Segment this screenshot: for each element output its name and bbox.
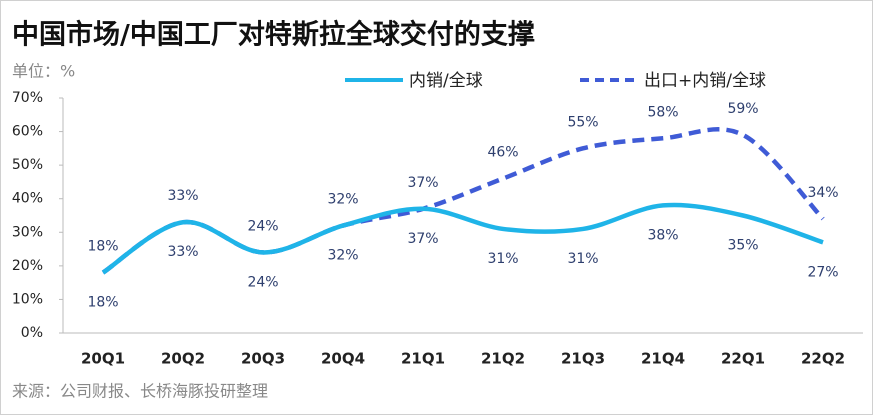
series-line: [101, 202, 824, 275]
data-label: 58%: [647, 104, 678, 120]
unit-label: 单位：%: [12, 62, 75, 81]
y-tick-label: 30%: [12, 224, 43, 240]
data-label: 18%: [87, 295, 118, 311]
x-tick-label: 20Q4: [321, 350, 365, 368]
chart-title: 中国市场/中国工厂对特斯拉全球交付的支撑: [12, 19, 535, 51]
x-tick-label: 20Q3: [241, 350, 285, 368]
y-tick-label: 20%: [12, 258, 43, 274]
data-label: 35%: [727, 238, 758, 254]
x-tick-label: 21Q2: [481, 350, 525, 368]
y-tick-label: 70%: [12, 90, 43, 106]
source: 来源：公司财报、长桥海豚投研整理: [12, 382, 268, 401]
data-label: 46%: [487, 145, 518, 161]
x-tick-label: 22Q2: [801, 350, 845, 368]
legend-label: 内销/全球: [409, 71, 483, 91]
data-label: 37%: [407, 231, 438, 247]
data-label: 31%: [487, 251, 518, 267]
data-label: 24%: [247, 218, 278, 234]
data-label: 37%: [407, 175, 438, 191]
x-tick-label: 21Q3: [561, 350, 605, 368]
y-tick-label: 40%: [12, 191, 43, 207]
data-label: 32%: [327, 192, 358, 208]
data-label: 31%: [567, 251, 598, 267]
data-label: 33%: [167, 188, 198, 204]
data-label: 34%: [807, 185, 838, 201]
data-label: 59%: [727, 101, 758, 117]
data-label: 32%: [327, 248, 358, 264]
x-tick-label: 20Q2: [161, 350, 205, 368]
y-tick-label: 0%: [21, 325, 43, 341]
data-label: 33%: [167, 244, 198, 260]
x-tick-label: 22Q1: [721, 350, 765, 368]
data-label: 55%: [567, 114, 598, 130]
y-tick-label: 50%: [12, 157, 43, 173]
y-tick-label: 60%: [12, 124, 43, 140]
y-tick-label: 10%: [12, 291, 43, 307]
legend-label: 出口+内销/全球: [644, 71, 766, 91]
data-label: 24%: [247, 274, 278, 290]
data-label: 27%: [807, 264, 838, 280]
x-tick-label: 20Q1: [81, 350, 125, 368]
x-tick-label: 21Q1: [401, 350, 445, 368]
data-label: 38%: [647, 227, 678, 243]
data-label: 18%: [87, 239, 118, 255]
x-tick-label: 21Q4: [641, 350, 685, 368]
